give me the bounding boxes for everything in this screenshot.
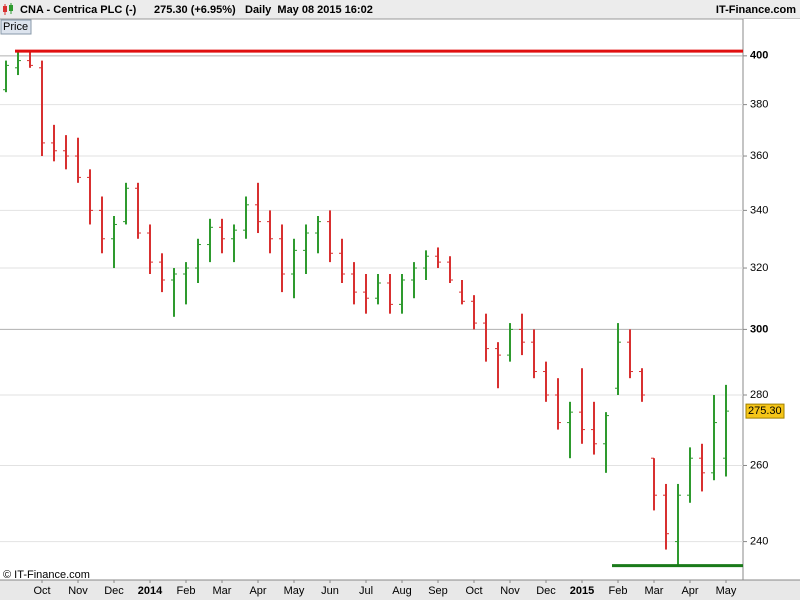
x-tick-label: Feb: [177, 585, 196, 597]
y-tick-label: 360: [750, 150, 768, 162]
header-bar: [0, 0, 800, 19]
site: IT-Finance.com: [716, 4, 796, 16]
x-tick-label: Nov: [500, 585, 520, 597]
y-tick-label: 240: [750, 536, 768, 548]
y-tick-label: 400: [750, 50, 768, 62]
y-tick-label: 280: [750, 389, 768, 401]
y-axis-area: [743, 19, 800, 580]
x-tick-label: Sep: [428, 585, 448, 597]
x-tick-label: May: [284, 585, 305, 597]
x-tick-label: Jun: [321, 585, 339, 597]
x-tick-label: Mar: [213, 585, 232, 597]
plot: [0, 49, 743, 568]
y-tick-label: 320: [750, 262, 768, 274]
x-axis-area: [0, 580, 800, 600]
y-tick-label: 380: [750, 99, 768, 111]
x-tick-label: Dec: [536, 585, 556, 597]
panel-tab: [0, 19, 32, 35]
x-tick-label: Feb: [609, 585, 628, 597]
copyright: © IT-Finance.com: [3, 569, 90, 581]
x-tick-label: Mar: [645, 585, 664, 597]
x-tick-label: Aug: [392, 585, 412, 597]
last-price-box: [745, 403, 785, 419]
x-tick-label: Apr: [249, 585, 266, 597]
x-tick-label: Oct: [465, 585, 482, 597]
x-tick-label: Jul: [359, 585, 373, 597]
x-tick-label: 2014: [138, 585, 163, 597]
last-price-label: 275.30: [748, 405, 782, 417]
header-icon: [3, 3, 13, 15]
panel-tab-label: Price: [3, 21, 28, 33]
period: Daily May 08 2015 16:02: [245, 4, 373, 16]
quote: 275.30 (+6.95%): [154, 4, 236, 16]
y-tick-label: 340: [750, 204, 768, 216]
x-tick-label: Dec: [104, 585, 124, 597]
symbol: CNA - Centrica PLC (-): [20, 4, 137, 16]
y-tick-label: 260: [750, 459, 768, 471]
x-tick-label: Nov: [68, 585, 88, 597]
x-tick-label: Oct: [33, 585, 50, 597]
y-tick-label: 300: [750, 323, 768, 335]
x-tick-label: May: [716, 585, 737, 597]
x-tick-label: Apr: [681, 585, 698, 597]
x-tick-label: 2015: [570, 585, 594, 597]
